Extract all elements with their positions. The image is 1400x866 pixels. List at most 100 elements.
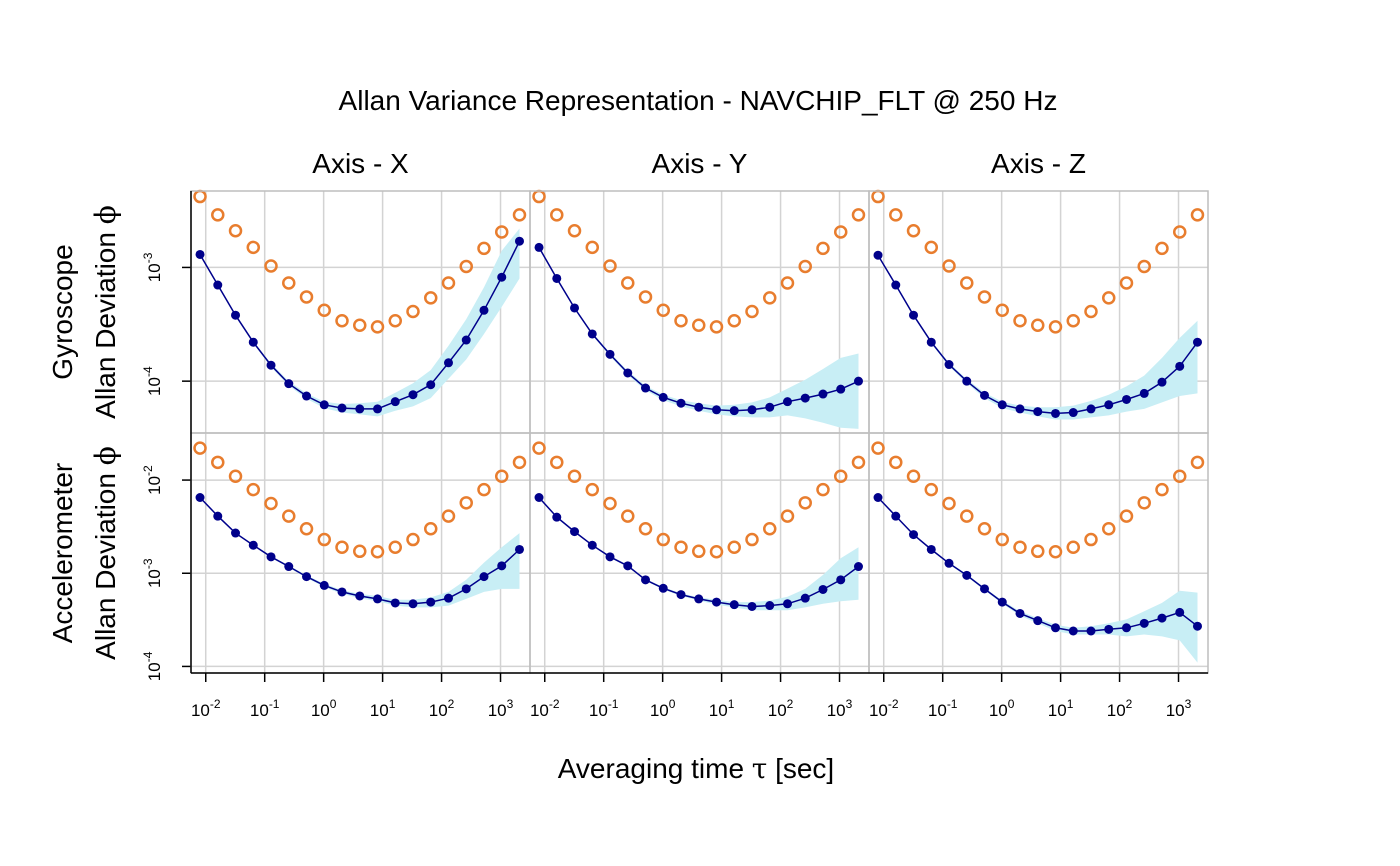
empirical-point xyxy=(514,236,524,246)
x-tick-label: 102 xyxy=(429,697,455,720)
empirical-point xyxy=(605,349,615,359)
empirical-point xyxy=(873,250,883,260)
orange-point xyxy=(1190,455,1205,470)
orange-point xyxy=(370,320,385,334)
orange-point xyxy=(494,469,509,483)
orange-point xyxy=(745,532,759,547)
empirical-point xyxy=(658,583,668,593)
empirical-point xyxy=(552,273,562,283)
empirical-point xyxy=(1033,407,1043,417)
orange-point xyxy=(1172,469,1187,483)
orange-point xyxy=(851,208,866,222)
orange-point xyxy=(924,240,939,255)
empirical-point xyxy=(980,390,990,400)
empirical-point xyxy=(373,404,383,414)
orange-point xyxy=(833,469,848,483)
column-header-0: Axis - X xyxy=(312,148,409,179)
x-tick-label: 10-2 xyxy=(191,697,221,720)
orange-point xyxy=(494,225,509,239)
empirical-point xyxy=(1139,618,1149,628)
orange-point xyxy=(459,496,473,510)
orange-point xyxy=(388,540,403,555)
orange-point xyxy=(727,313,742,328)
empirical-point xyxy=(853,562,863,572)
x-tick-label: 100 xyxy=(989,697,1015,720)
empirical-point xyxy=(980,584,990,594)
orange-point xyxy=(889,208,903,222)
orange-point xyxy=(621,509,635,523)
orange-point xyxy=(246,240,261,255)
orange-point xyxy=(585,240,600,255)
orange-point xyxy=(550,455,564,470)
empirical-point xyxy=(1086,404,1096,414)
empirical-point xyxy=(587,329,597,339)
orange-point xyxy=(1155,241,1169,256)
empirical-point xyxy=(1175,361,1185,371)
orange-point xyxy=(871,441,885,455)
empirical-point xyxy=(676,398,686,408)
orange-point xyxy=(477,482,491,497)
y-axis-label-0: Allan Deviation ϕ xyxy=(89,205,122,419)
empirical-point xyxy=(355,404,365,414)
empirical-point xyxy=(1015,608,1025,618)
empirical-point xyxy=(909,530,919,540)
x-tick-label: 10-2 xyxy=(530,697,560,720)
empirical-point xyxy=(782,599,792,609)
empirical-point xyxy=(676,590,686,600)
panel-gyroscope-2 xyxy=(868,189,1209,434)
empirical-point xyxy=(479,572,489,582)
orange-point xyxy=(762,522,777,536)
empirical-point xyxy=(712,405,722,415)
orange-point xyxy=(1119,276,1134,290)
empirical-point xyxy=(782,397,792,407)
empirical-point xyxy=(390,598,400,608)
panel-accelerometer-2 xyxy=(868,432,1209,674)
orange-point xyxy=(638,522,653,536)
empirical-point xyxy=(891,280,901,290)
orange-point xyxy=(246,482,261,497)
orange-point xyxy=(317,532,332,547)
empirical-point xyxy=(641,575,651,585)
empirical-point xyxy=(944,360,954,370)
orange-point xyxy=(1172,225,1187,239)
confidence-band xyxy=(878,254,1198,420)
orange-point xyxy=(193,441,207,455)
empirical-point xyxy=(570,527,580,537)
orange-point xyxy=(709,320,724,334)
x-tick-label: 10-1 xyxy=(250,697,280,720)
column-header-1: Axis - Y xyxy=(652,148,748,179)
empirical-point xyxy=(266,360,276,370)
empirical-point xyxy=(408,390,418,400)
orange-point xyxy=(977,290,992,304)
orange-point xyxy=(977,522,992,536)
orange-point xyxy=(1084,304,1098,319)
empirical-point xyxy=(373,594,383,604)
orange-point xyxy=(1119,509,1134,523)
empirical-point xyxy=(818,584,828,594)
x-tick-label: 102 xyxy=(768,697,794,720)
panel-grid: Axis - X Axis - Y Axis - Z Gyroscope Allan D… xyxy=(47,148,1209,720)
orange-point xyxy=(798,259,812,274)
empirical-point xyxy=(997,400,1007,410)
empirical-point xyxy=(195,249,205,259)
orange-point xyxy=(889,455,903,470)
empirical-point xyxy=(836,384,846,394)
empirical-point xyxy=(408,599,418,609)
empirical-point xyxy=(497,272,507,282)
empirical-point xyxy=(319,580,329,590)
orange-point xyxy=(674,313,688,328)
x-tick-label: 101 xyxy=(1048,697,1074,720)
empirical-point xyxy=(284,562,294,572)
empirical-point xyxy=(1157,377,1167,387)
orange-point xyxy=(780,509,795,523)
orange-point xyxy=(335,313,349,328)
empirical-point xyxy=(1051,408,1061,418)
orange-point xyxy=(709,545,724,559)
orange-point xyxy=(692,544,706,559)
orange-point xyxy=(727,540,742,555)
empirical-point xyxy=(1104,624,1114,634)
y-tick-label: 10-3 xyxy=(141,558,164,588)
empirical-point xyxy=(765,601,775,611)
empirical-point xyxy=(443,593,453,603)
